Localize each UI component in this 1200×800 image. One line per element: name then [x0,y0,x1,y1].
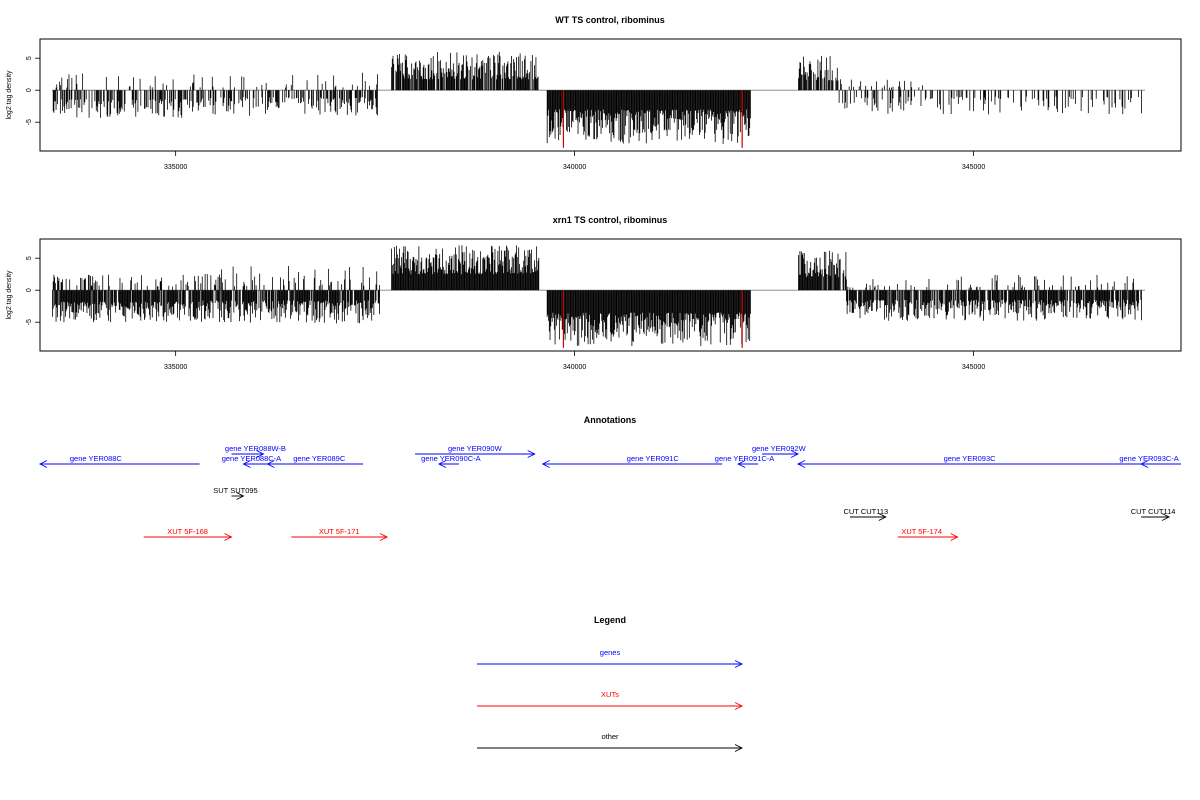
feature-label: gene YER089C [293,454,346,463]
feature-label: gene YER091C-A [715,454,774,463]
feature-label: XUT 5F-171 [319,527,360,536]
feature-arrow-head [242,460,251,468]
x-tick-label: 335000 [164,364,187,371]
feature-gene: gene YER090W [415,444,536,458]
feature-xut: XUT 5F-168 [143,527,233,541]
feature-label: gene YER091C [627,454,680,463]
x-tick-label: 345000 [962,164,985,171]
feature-label: CUT CUT113 [843,507,888,516]
xrn1-bars [51,245,1146,348]
legend-item-gene: genes [477,648,744,668]
x-tick-label: 345000 [962,364,985,371]
legend-label: other [601,732,619,741]
feature-gene: gene YER089C [266,454,364,468]
feature-arrow-head [527,450,536,458]
x-tick-label: 340000 [563,164,586,171]
wt-y-axis-label: log2 tag density [6,70,13,120]
legend-items: genes XUTs other [477,648,744,752]
feature-other: CUT CUT114 [1131,507,1176,521]
feature-label: XUT 5F-168 [167,527,208,536]
feature-gene: gene YER090C-A [421,454,481,468]
legend-title: Legend [594,615,626,625]
feature-arrow-head [734,744,744,752]
feature-label: gene YER093C-A [1119,454,1178,463]
y-tick-label: 5 [26,56,33,60]
feature-arrow-head [437,460,447,468]
feature-arrow-head [790,450,800,458]
feature-label: gene YER093C [944,454,997,463]
feature-arrow-head [878,513,887,521]
feature-arrow-head [1140,460,1149,468]
feature-xut: XUT 5F-171 [291,527,389,541]
feature-arrow-head [734,660,744,668]
wt-panel-title: WT TS control, ribominus [555,15,665,25]
y-tick-label: 0 [26,88,33,92]
xrn1-x-ticks: 335000 340000 345000 [164,351,985,371]
legend-label: XUTs [601,690,619,699]
feature-gene: gene YER088W-B [225,444,286,458]
feature-arrow-head [541,460,550,468]
feature-arrow-head [379,533,389,541]
feature-arrow-head [737,460,746,468]
feature-arrow-head [1161,513,1171,521]
feature-other: SUT SUT095 [213,486,258,500]
feature-label: gene YER088C-A [222,454,281,463]
feature-label: XUT 5F-174 [901,527,942,536]
feature-label: gene YER088W-B [225,444,286,453]
wt-bars [51,51,1146,148]
xrn1-panel-title: xrn1 TS control, ribominus [553,215,668,225]
feature-label: gene YER092W [752,444,807,453]
y-tick-label: -5 [26,319,33,325]
feature-gene: gene YER088C [38,454,200,468]
x-tick-label: 340000 [563,364,586,371]
feature-arrow-head [950,533,959,541]
feature-arrow-head [236,492,245,500]
feature-label: gene YER090C-A [421,454,480,463]
feature-label: SUT SUT095 [213,486,257,495]
feature-label: gene YER090W [448,444,503,453]
feature-other: CUT CUT113 [843,507,888,521]
feature-label: gene YER088C [70,454,123,463]
feature-gene: gene YER093C-A [1119,454,1181,468]
legend-item-xut: XUTs [477,690,744,710]
wt-y-ticks: -5 0 5 [26,56,40,125]
feature-gene: gene YER092W [752,444,807,458]
feature-arrow-head [38,460,48,468]
feature-xut: XUT 5F-174 [897,527,959,541]
y-tick-label: 5 [26,256,33,260]
feature-arrow-head [224,533,233,541]
xrn1-density-panel: xrn1 TS control, ribominus log2 tag dens… [6,215,1182,371]
wt-x-ticks: 335000 340000 345000 [164,151,985,171]
xrn1-y-axis-label: log2 tag density [6,270,13,320]
feature-arrow-head [734,702,744,710]
legend-item-other: other [477,732,744,752]
feature-gene: gene YER091C-A [715,454,774,468]
x-tick-label: 335000 [164,164,187,171]
annotations-title: Annotations [584,415,637,425]
feature-arrow-head [256,450,265,458]
legend-panel: Legend genes XUTs other [477,615,744,752]
y-tick-label: -5 [26,119,33,125]
xrn1-plot-frame [39,238,1182,352]
feature-gene: gene YER093C [797,454,1142,468]
xrn1-y-ticks: -5 0 5 [26,256,40,325]
feature-arrow-head [797,460,806,468]
feature-gene: gene YER091C [541,454,723,468]
y-tick-label: 0 [26,288,33,292]
legend-label: genes [600,648,621,657]
feature-label: CUT CUT114 [1131,507,1176,516]
wt-plot-frame [39,38,1182,152]
wt-density-panel: WT TS control, ribominus log2 tag densit… [6,15,1182,171]
feature-arrow-head [266,460,275,468]
